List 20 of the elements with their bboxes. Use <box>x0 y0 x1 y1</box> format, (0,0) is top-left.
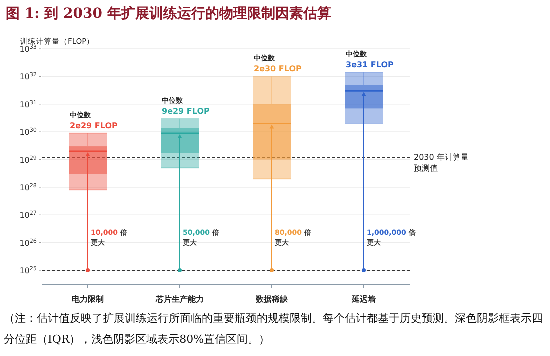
text: 2e29 FLOP <box>70 121 118 130</box>
text: 3e31 FLOP <box>346 60 394 70</box>
x-tick-label: 电力限制 <box>72 295 104 304</box>
chart-title: 图 1: 到 2030 年扩展训练运行的物理限制因素估算 <box>6 5 332 22</box>
y-tick-label: 10$^{32}$ <box>20 72 37 82</box>
y-tick-label: 10$^{29}$ <box>20 154 38 165</box>
y-tick-label: 10$^{27}$ <box>20 210 38 220</box>
text: （注：估计值反映了扩展训练运行所面临的重要瓶颈的规模限制。每个估计都基于历史预测。深色阴影框表示四分位距（IQR），浅色阴影区域表示80%置信区间。） <box>4 311 544 348</box>
y-tick-label: 10$^{28}$ <box>20 182 38 192</box>
text: 2e30 FLOP <box>254 64 302 74</box>
y-tick-label: 10$^{30}$ <box>20 127 38 138</box>
y-tick-label: 10$^{26}$ <box>20 238 38 248</box>
y-tick-label: 10$^{25}$ <box>20 266 38 276</box>
ref-line-label: 2030 年计算量预测值 <box>414 152 470 174</box>
x-tick-label: 延迟墙 <box>351 295 376 304</box>
x-tick-label: 芯片生产能力 <box>155 295 204 304</box>
x-tick-label: 数据稀缺 <box>255 295 289 304</box>
text: 9e29 FLOP <box>162 106 210 116</box>
y-tick-label: 10$^{31}$ <box>20 99 38 110</box>
y-tick-label: 10$^{33}$ <box>20 44 38 54</box>
